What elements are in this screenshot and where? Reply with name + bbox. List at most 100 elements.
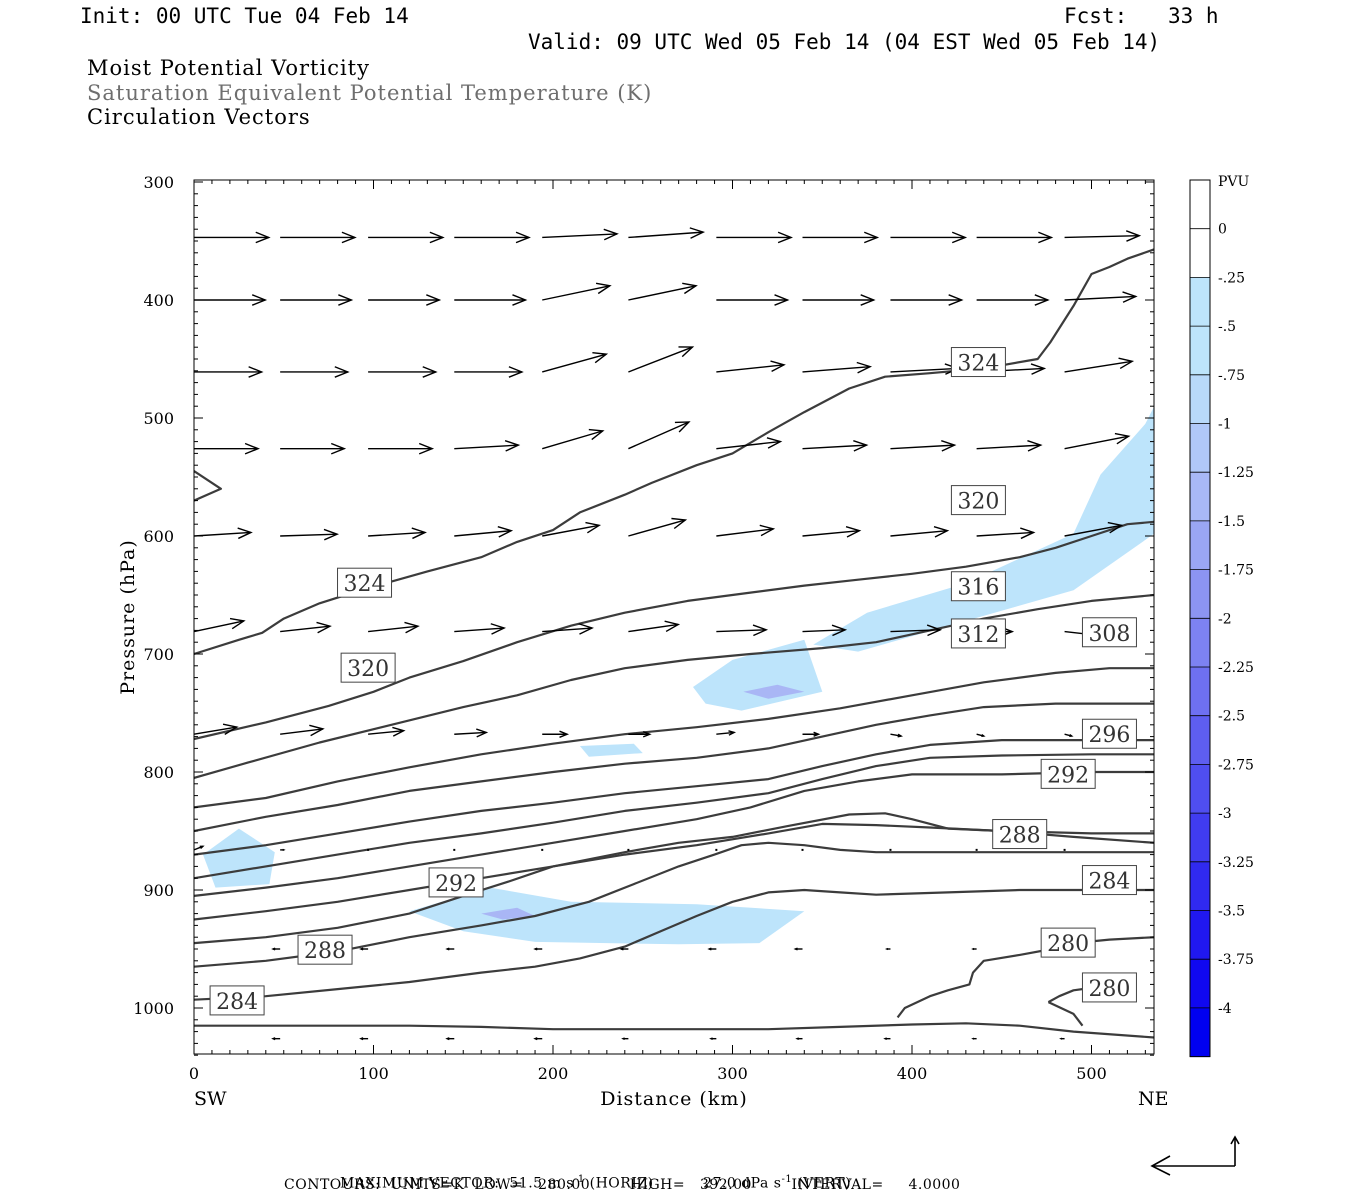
- circulation-vector: [707, 947, 717, 951]
- circulation-vector: [716, 624, 769, 637]
- vert-exponent: -1: [781, 1174, 793, 1185]
- circulation-vector: [454, 366, 524, 378]
- colorbar-swatch: [1190, 277, 1210, 327]
- forecast-hour: 33 h: [1168, 4, 1219, 28]
- colorbar-label: -1.75: [1218, 563, 1254, 579]
- circulation-vector: [280, 231, 357, 244]
- x-tick-label: 500: [1076, 1064, 1107, 1083]
- circulation-vector: [802, 361, 873, 374]
- contour-label: 324: [337, 567, 393, 598]
- colorbar-label: -3.5: [1218, 904, 1245, 920]
- title-vectors: Circulation Vectors: [87, 105, 311, 129]
- colorbar-label: -1: [1218, 417, 1232, 433]
- colorbar-swatch: [1190, 1007, 1210, 1058]
- horiz-exponent: -1: [573, 1174, 585, 1185]
- colorbar-swatch: [1190, 667, 1210, 717]
- svg-text:324: 324: [957, 352, 999, 377]
- colorbar-swatch: [1190, 374, 1210, 424]
- left-endpoint-label: SW: [194, 1088, 227, 1110]
- circulation-vector: [280, 366, 350, 378]
- circulation-vector: [1064, 432, 1131, 450]
- y-axis-title: Pressure (hPa): [117, 539, 139, 695]
- contour-label: 280: [1040, 927, 1096, 958]
- x-tick-label: 100: [358, 1064, 389, 1083]
- circulation-vector: [542, 228, 619, 241]
- contour-label: 324: [950, 347, 1006, 378]
- colorbar-label: -3: [1218, 806, 1232, 822]
- circulation-vector: [1059, 1037, 1065, 1040]
- circulation-vector: [271, 947, 281, 951]
- colorbar-label: -.75: [1218, 368, 1245, 384]
- circulation-vector: [368, 231, 445, 244]
- circulation-vector: [1064, 357, 1135, 373]
- pv-region: [409, 887, 805, 945]
- circulation-vector: [359, 947, 369, 951]
- contour-label: 320: [950, 485, 1006, 516]
- colorbar-swatch: [1190, 472, 1210, 522]
- circulation-vector: [194, 442, 260, 455]
- colorbar-swatch: [1190, 813, 1210, 863]
- right-endpoint-label: NE: [1138, 1088, 1169, 1110]
- x-tick-label: 300: [717, 1064, 748, 1083]
- circulation-vector: [1063, 848, 1066, 851]
- colorbar-title: PVU: [1218, 174, 1250, 190]
- svg-text:284: 284: [1088, 870, 1130, 895]
- colorbar-swatch: [1190, 910, 1210, 960]
- contour-label: 284: [1081, 865, 1137, 896]
- colorbar-swatch: [1190, 569, 1210, 619]
- circulation-vector: [368, 726, 406, 737]
- circulation-vector: [280, 724, 325, 737]
- circulation-vector: [280, 848, 286, 851]
- x-axis-title: Distance (km): [600, 1088, 748, 1110]
- colorbar-label: -1.25: [1218, 465, 1254, 481]
- colorbar-label: -3.25: [1218, 855, 1254, 871]
- contour-label: 320: [340, 652, 396, 683]
- circulation-vector: [533, 1037, 543, 1041]
- colorbar-swatch: [1190, 326, 1210, 376]
- circulation-vector: [542, 428, 605, 450]
- title-thetae: Saturation Equivalent Potential Temperat…: [87, 81, 653, 105]
- thetae-contour-0: [194, 470, 222, 502]
- y-tick-label: 400: [143, 291, 174, 310]
- colorbar-swatch: [1190, 180, 1210, 230]
- svg-text:292: 292: [1047, 763, 1089, 788]
- colorbar-label: 0: [1218, 222, 1227, 238]
- colorbar-label: -2.5: [1218, 709, 1245, 725]
- circulation-vector: [619, 947, 629, 951]
- circulation-vector: [628, 282, 698, 301]
- circulation-vector: [793, 947, 803, 951]
- contour-label: 292: [1040, 758, 1096, 789]
- contour-label: 284: [209, 985, 265, 1016]
- colorbar-label: -2: [1218, 611, 1232, 627]
- colorbar-label: -1.5: [1218, 514, 1245, 530]
- pv-region: [203, 828, 275, 888]
- thetae-contour-304: [194, 738, 1154, 856]
- circulation-vector: [801, 848, 804, 851]
- contour-label: 292: [428, 867, 484, 898]
- circulation-vector: [542, 623, 594, 635]
- contour-label: 312: [950, 618, 1006, 649]
- circulation-vector: [628, 227, 706, 239]
- colorbar-swatch: [1190, 228, 1210, 278]
- circulation-vector: [454, 231, 531, 244]
- thetae-contour-316: [194, 593, 1154, 779]
- svg-text:296: 296: [1088, 723, 1130, 748]
- circulation-vector: [193, 617, 246, 633]
- circulation-vector: [802, 526, 862, 538]
- max-vector-label: MAXIMUM VECTOR:: [340, 1175, 500, 1192]
- vert-note: (VERT): [797, 1175, 852, 1192]
- pv-region: [743, 684, 805, 699]
- colorbar-swatch: [1190, 423, 1210, 473]
- circulation-vector: [971, 1037, 977, 1040]
- pv-region: [813, 406, 1154, 652]
- thetae-contour-312: [194, 667, 1154, 809]
- circulation-vector: [445, 947, 455, 951]
- circulation-vector: [368, 366, 438, 378]
- plot-frame: [193, 179, 1155, 1055]
- circulation-vector: [1064, 521, 1124, 537]
- circulation-vector: [628, 517, 688, 537]
- circulation-vector: [368, 527, 427, 540]
- colorbar-swatch: [1190, 715, 1210, 765]
- x-tick-label: 200: [538, 1064, 569, 1083]
